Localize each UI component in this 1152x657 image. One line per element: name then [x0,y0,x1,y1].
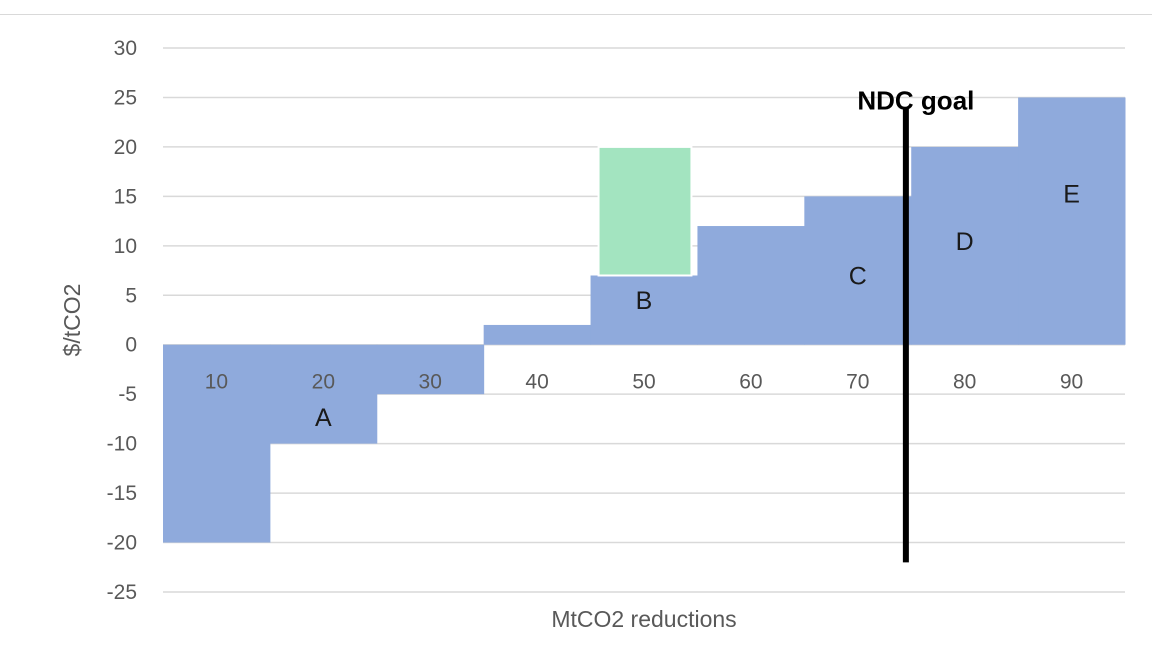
x-tick-label: 70 [846,371,869,394]
y-tick-label: -25 [107,581,137,604]
y-tick-label: 0 [125,334,137,357]
x-tick-label: 40 [525,371,548,394]
y-tick-label: -5 [118,383,137,406]
segment-label: D [956,228,974,256]
bar [804,196,912,345]
y-tick-label: 30 [114,37,137,60]
x-axis-title: MtCO2 reductions [551,606,736,632]
y-tick-label: 20 [114,136,137,159]
bar [697,226,805,345]
segment-label: C [849,262,867,290]
bar [269,344,378,444]
bar [1018,97,1126,345]
x-tick-label: 50 [632,371,655,394]
bar [590,275,698,345]
bar [911,146,1019,345]
ndc-goal-label: NDC goal [857,85,974,115]
bar [376,344,485,395]
x-tick-label: 90 [1060,371,1083,394]
segment-label: A [315,404,332,432]
x-tick-label: 80 [953,371,976,394]
top-border [0,14,1152,15]
segment-label: E [1063,180,1080,208]
y-axis-title: $/tCO2 [59,284,85,357]
y-tick-label: 15 [114,185,137,208]
y-tick-label: 10 [114,235,137,258]
y-tick-label: -20 [107,532,137,555]
y-tick-label: 25 [114,86,137,109]
highlight-bar [597,145,693,277]
bar [163,344,271,543]
x-tick-label: 60 [739,371,762,394]
x-tick-label: 30 [419,371,442,394]
x-tick-label: 10 [205,371,228,394]
y-tick-label: -10 [107,433,137,456]
y-tick-label: -15 [107,482,137,505]
x-tick-label: 20 [312,371,335,394]
segment-label: B [636,287,653,315]
bar [483,324,592,345]
y-tick-label: 5 [125,284,137,307]
